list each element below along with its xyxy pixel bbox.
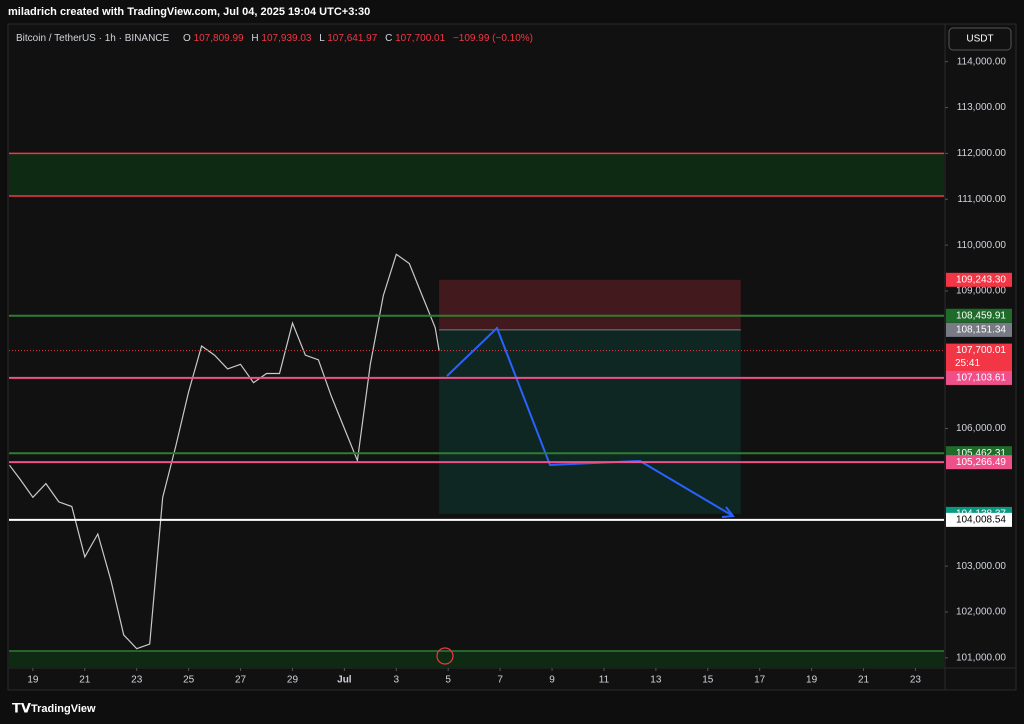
countdown: 25:41 xyxy=(955,358,980,369)
y-tick-label: 113,000.00 xyxy=(957,102,1007,113)
price-label: 104,008.54 xyxy=(956,515,1006,526)
y-tick-label: 112,000.00 xyxy=(957,148,1007,159)
price-label-box xyxy=(946,512,1012,527)
price-label-box xyxy=(946,370,1012,385)
price-label: 109,243.30 xyxy=(956,274,1006,285)
price-label: 107,700.01 xyxy=(956,345,1006,356)
x-tick-label: 25 xyxy=(183,675,195,686)
c: 107,700.01 xyxy=(395,33,445,44)
y-tick-label: 114,000.00 xyxy=(957,56,1007,67)
chart-panel xyxy=(7,23,1017,691)
logo-mark: 𝗧𝗩 xyxy=(12,700,31,715)
change: −109.99 (−0.10%) xyxy=(453,33,533,44)
plot xyxy=(9,152,944,667)
price-label: 105,266.49 xyxy=(956,457,1006,468)
y-tick-label: 111,000.00 xyxy=(957,194,1006,205)
x-tick-label: 5 xyxy=(445,675,451,686)
c-key: C xyxy=(385,33,392,44)
brand: TradingView xyxy=(31,703,96,715)
x-tick-label: 23 xyxy=(131,675,143,686)
symbol: Bitcoin / TetherUS · 1h · BINANCE xyxy=(16,33,170,44)
projection-path xyxy=(446,326,734,517)
l-key: L xyxy=(319,33,325,44)
stop-zone xyxy=(439,279,741,330)
author-line: miladrich created with TradingView.com, … xyxy=(8,6,370,18)
y-tick-label: 102,000.00 xyxy=(956,607,1006,618)
price-label: 105,462.31 xyxy=(956,448,1006,459)
projection-arrowhead xyxy=(721,506,735,518)
x-tick-label: 21 xyxy=(858,675,870,686)
target-zone xyxy=(439,329,741,514)
x-tick-label: 19 xyxy=(27,675,39,686)
x-tick-label: 9 xyxy=(549,675,555,686)
h-key: H xyxy=(251,33,258,44)
h: 107,939.03 xyxy=(261,33,311,44)
price-label-box xyxy=(946,308,1012,323)
x-tick-label: 15 xyxy=(702,675,714,686)
y-tick-label: 101,000.00 xyxy=(956,652,1006,663)
x-tick-label: 23 xyxy=(910,675,922,686)
y-tick-label: 106,000.00 xyxy=(956,423,1006,434)
x-tick-label: 3 xyxy=(394,675,400,686)
alert-icon[interactable] xyxy=(436,647,454,665)
currency-button[interactable] xyxy=(948,27,1012,51)
zone xyxy=(9,153,944,197)
price-label-box xyxy=(946,272,1012,287)
price-line xyxy=(9,253,440,650)
zone xyxy=(9,650,944,667)
price-label: 108,151.34 xyxy=(956,325,1006,336)
x-tick-label: 27 xyxy=(235,675,247,686)
y-tick-label: 109,000.00 xyxy=(956,286,1006,297)
o-key: O xyxy=(183,33,191,44)
x-tick-label: Jul xyxy=(337,675,352,686)
x-tick-label: 29 xyxy=(287,675,299,686)
currency-label[interactable]: USDT xyxy=(966,34,993,45)
price-label-box xyxy=(946,343,1012,372)
x-tick-label: 7 xyxy=(497,675,503,686)
x-tick-label: 13 xyxy=(650,675,662,686)
symbol-legend: Bitcoin / TetherUS · 1h · BINANCE O 107,… xyxy=(16,33,533,44)
x-tick-label: 21 xyxy=(79,675,91,686)
l: 107,641.97 xyxy=(327,33,377,44)
x-tick-label: 19 xyxy=(806,675,818,686)
y-tick-label: 103,000.00 xyxy=(956,561,1006,572)
x-tick-label: 11 xyxy=(599,675,610,686)
x-tick-label: 17 xyxy=(754,675,766,686)
o: 107,809.99 xyxy=(194,33,244,44)
price-label: 107,103.61 xyxy=(956,373,1006,384)
y-tick-label: 110,000.00 xyxy=(957,240,1007,251)
price-label: 108,459.91 xyxy=(956,310,1006,321)
price-label-box xyxy=(946,322,1012,337)
price-label-box xyxy=(946,455,1012,470)
